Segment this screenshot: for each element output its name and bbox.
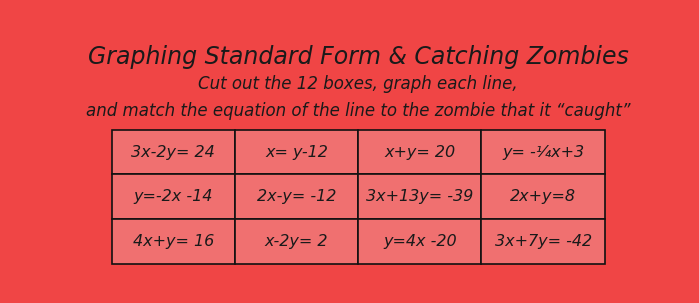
- Bar: [235, 130, 358, 175]
- Bar: [358, 130, 482, 175]
- Bar: [482, 130, 605, 175]
- Bar: [482, 219, 605, 264]
- Bar: [482, 175, 605, 219]
- Bar: [112, 175, 235, 219]
- Text: Cut out the 12 boxes, graph each line,: Cut out the 12 boxes, graph each line,: [199, 75, 518, 93]
- Text: 3x+13y= -39: 3x+13y= -39: [366, 189, 473, 204]
- Text: y=4x -20: y=4x -20: [383, 234, 456, 249]
- Bar: [235, 219, 358, 264]
- Text: x-2y= 2: x-2y= 2: [265, 234, 329, 249]
- Text: y=-2x -14: y=-2x -14: [134, 189, 213, 204]
- Text: 4x+y= 16: 4x+y= 16: [133, 234, 214, 249]
- Bar: [358, 175, 482, 219]
- Text: 2x+y=8: 2x+y=8: [510, 189, 576, 204]
- Text: y= -¹⁄₄x+3: y= -¹⁄₄x+3: [502, 145, 584, 160]
- Bar: [112, 130, 235, 175]
- Text: x+y= 20: x+y= 20: [384, 145, 456, 160]
- Text: and match the equation of the line to the zombie that it “caught”: and match the equation of the line to th…: [86, 102, 630, 120]
- Text: 3x+7y= -42: 3x+7y= -42: [494, 234, 591, 249]
- Bar: [112, 219, 235, 264]
- Bar: [358, 219, 482, 264]
- Text: x= y-12: x= y-12: [265, 145, 328, 160]
- Text: Graphing Standard Form & Catching Zombies: Graphing Standard Form & Catching Zombie…: [88, 45, 628, 68]
- Text: 2x-y= -12: 2x-y= -12: [257, 189, 336, 204]
- Text: 3x-2y= 24: 3x-2y= 24: [131, 145, 215, 160]
- Bar: [235, 175, 358, 219]
